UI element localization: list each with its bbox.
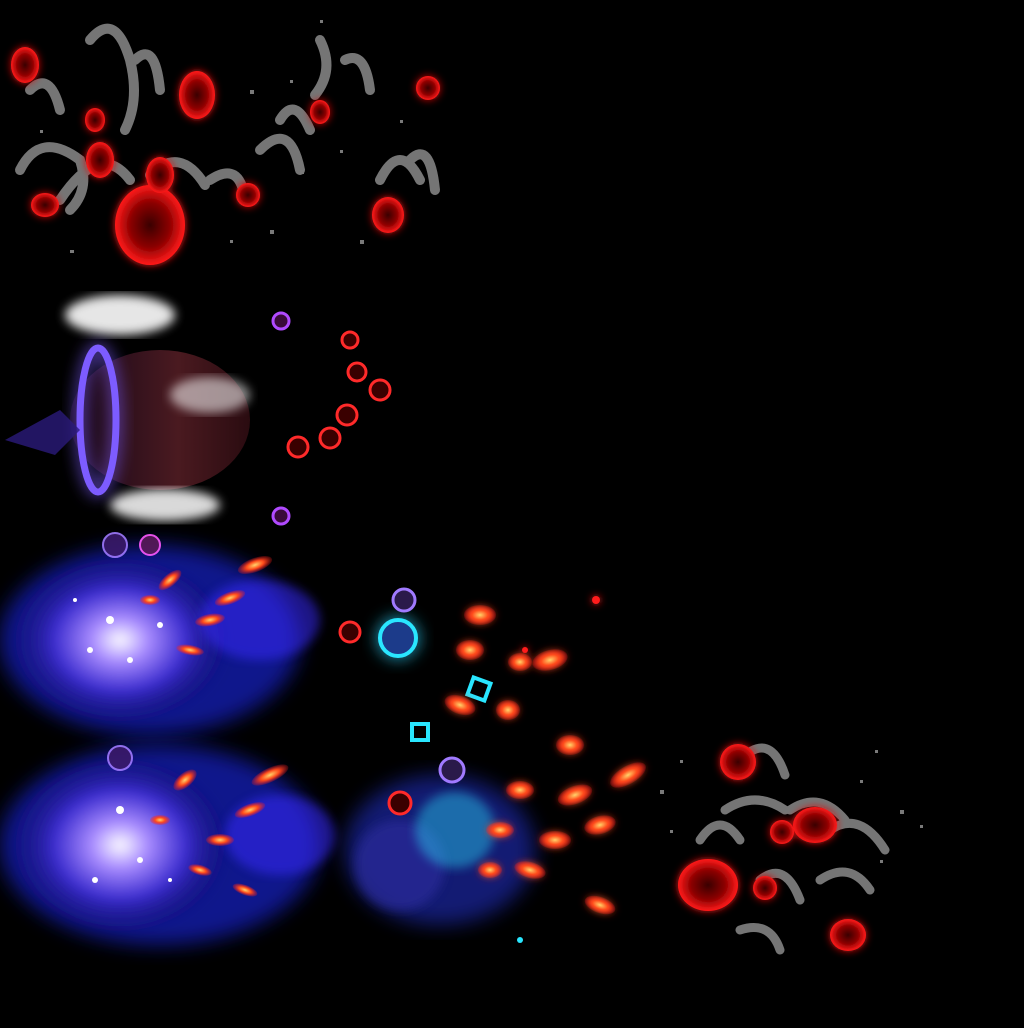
cyan-spark-cluster (338, 587, 535, 943)
arcane-explosion-2 (0, 745, 335, 945)
blood-drops (678, 744, 866, 951)
portal-mist (170, 377, 250, 413)
smoke-specks (40, 20, 403, 253)
sparkles (92, 806, 172, 883)
blood-drops (11, 47, 440, 265)
portal-tail (5, 410, 80, 455)
smoke-wisps (15, 23, 440, 215)
portal-ring (76, 344, 120, 496)
smoke-wisps (695, 743, 890, 955)
arcane-explosion-1 (0, 532, 320, 735)
portal-body (70, 350, 250, 490)
portal-projectile (5, 295, 250, 521)
white-mist-top (65, 295, 175, 335)
sparkles (73, 598, 163, 663)
smoke-specks (660, 750, 923, 863)
embers (150, 764, 289, 897)
blood-splatter-burst (11, 20, 440, 265)
embers (140, 555, 273, 656)
white-mist-bottom (110, 489, 220, 521)
blood-droplet-trail (271, 311, 392, 526)
ember-shard-scatter (444, 596, 646, 915)
blood-splatter-small (660, 743, 923, 955)
